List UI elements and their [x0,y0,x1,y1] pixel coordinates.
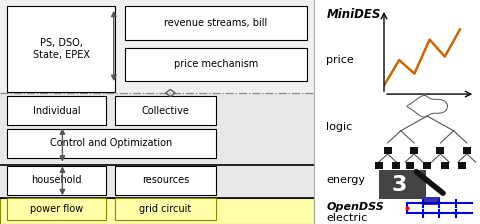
Text: household: household [31,175,82,185]
Bar [463,147,471,154]
FancyBboxPatch shape [7,198,106,220]
FancyBboxPatch shape [7,96,106,125]
Text: Collective: Collective [142,106,190,116]
Text: MiniDES: MiniDES [326,8,381,21]
Text: 3: 3 [392,174,407,195]
Text: energy: energy [326,175,365,185]
Text: Control and Optimization: Control and Optimization [50,138,173,148]
FancyBboxPatch shape [7,166,106,195]
FancyBboxPatch shape [115,166,216,195]
FancyBboxPatch shape [115,198,216,220]
Text: revenue streams, bill: revenue streams, bill [164,18,268,28]
FancyBboxPatch shape [125,48,307,81]
Bar [423,162,431,169]
Text: OpenDSS: OpenDSS [326,202,384,212]
FancyBboxPatch shape [125,6,307,40]
Bar [436,147,444,154]
Polygon shape [407,95,447,117]
Text: grid circuit: grid circuit [140,204,192,214]
Text: power flow: power flow [30,204,83,214]
Text: price: price [326,56,354,65]
Bar [0,198,314,224]
Bar [393,162,400,169]
FancyBboxPatch shape [115,96,216,125]
Bar [0,0,314,224]
Text: PS, DSO,
State, EPEX: PS, DSO, State, EPEX [33,38,90,60]
Text: electric: electric [326,213,368,223]
Text: price mechanism: price mechanism [174,59,258,69]
Bar [379,170,426,199]
Bar [406,162,414,169]
FancyBboxPatch shape [7,129,216,158]
Bar [0,0,314,93]
Bar [458,162,467,169]
Text: logic: logic [326,122,353,131]
Text: resources: resources [142,175,189,185]
Bar [441,162,449,169]
Text: Individual: Individual [33,106,80,116]
Bar [423,197,440,205]
Bar [410,147,418,154]
FancyBboxPatch shape [7,6,115,92]
Bar [375,162,383,169]
Bar [384,147,392,154]
